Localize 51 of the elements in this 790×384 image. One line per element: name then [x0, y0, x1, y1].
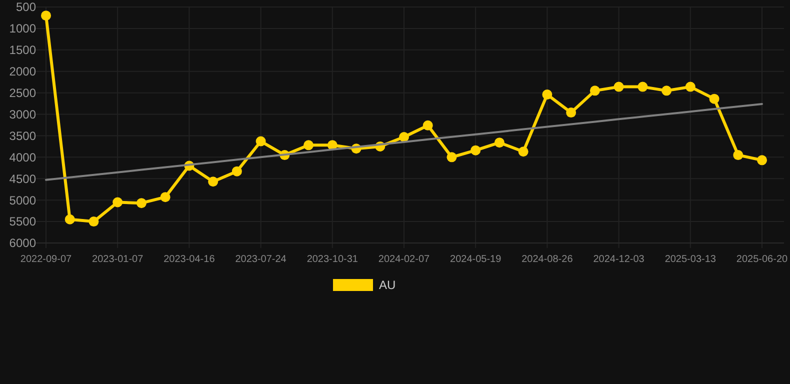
y-tick-label: 6000	[9, 236, 36, 250]
point	[112, 197, 123, 208]
point	[709, 94, 720, 104]
y-tick-label: 2500	[9, 86, 36, 100]
point	[470, 145, 481, 156]
point	[614, 82, 624, 92]
point	[208, 176, 218, 187]
x-tick-label: 2025-06-20	[736, 254, 788, 265]
point	[160, 192, 170, 202]
y-tick-label: 5500	[9, 214, 36, 229]
point	[733, 150, 744, 160]
point	[685, 82, 696, 92]
x-tick-label: 2023-01-07	[92, 254, 144, 265]
x-tick-label: 2023-07-24	[235, 254, 287, 265]
x-tick-label: 2022-09-07	[20, 254, 72, 265]
y-tick-label: 4500	[9, 172, 36, 186]
y-tick-label: 5000	[9, 193, 36, 208]
point	[422, 120, 433, 130]
x-tick-label: 2024-05-19	[450, 254, 502, 265]
point	[64, 214, 75, 224]
y-tick-label: 3500	[9, 128, 36, 143]
point	[638, 82, 648, 92]
point	[757, 155, 767, 166]
point	[232, 166, 242, 176]
x-tick-label: 2024-02-07	[378, 254, 430, 265]
point	[399, 132, 409, 142]
x-tick-label: 2024-12-03	[593, 254, 645, 265]
point	[542, 90, 552, 100]
y-tick-label: 500	[16, 0, 36, 14]
y-tick-label: 4000	[9, 150, 36, 164]
point	[446, 152, 457, 162]
point	[566, 108, 576, 118]
x-tick-label: 2024-08-26	[522, 254, 574, 265]
point	[41, 10, 51, 21]
line-series	[45, 102, 763, 181]
x-tick-label: 2023-04-16	[164, 254, 216, 265]
legend-label: AU	[379, 278, 396, 292]
y-tick-label: 2000	[9, 64, 36, 79]
point	[590, 86, 600, 96]
point	[304, 140, 314, 150]
point	[662, 86, 672, 96]
x-tick-label: 2025-03-13	[664, 254, 716, 265]
point	[136, 198, 146, 208]
point	[88, 216, 99, 227]
x-tick-label: 2023-10-31	[306, 254, 358, 265]
y-tick-label: 3000	[9, 107, 36, 122]
point	[494, 138, 504, 148]
y-tick-label: 1000	[9, 22, 36, 36]
y-tick-label: 1500	[9, 43, 36, 58]
point	[518, 146, 528, 157]
point	[256, 136, 266, 146]
